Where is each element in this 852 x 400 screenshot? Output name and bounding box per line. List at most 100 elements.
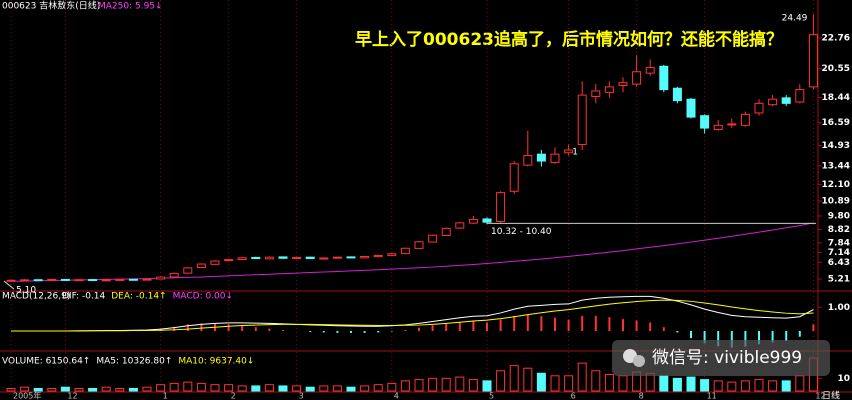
readout: MACD: 0.00↓ [173, 292, 233, 302]
volume-bar [686, 376, 696, 392]
candle-body [509, 163, 519, 192]
volume-bar [577, 362, 587, 392]
y-tick-label: 20.55 [822, 64, 850, 74]
volume-bar [210, 384, 220, 392]
volume-bar [142, 386, 152, 392]
candle-body [346, 256, 356, 259]
volume-bar [414, 379, 424, 392]
candle-body [60, 278, 70, 281]
volume-bar [47, 387, 57, 392]
x-tick-label: 4 [394, 392, 399, 400]
watermark: 微信号: vivible999 [652, 348, 802, 368]
volume-bar [496, 370, 506, 392]
x-tick-label: 3 [299, 392, 304, 400]
candle-body [632, 71, 642, 85]
volume-bar [740, 380, 750, 392]
candle-body [768, 98, 778, 106]
volume-bar [564, 375, 574, 392]
candle-body [292, 256, 302, 260]
candle-body [74, 279, 84, 282]
low-line [3, 280, 15, 290]
x-tick-label: 12 [67, 392, 77, 400]
x-tick-label: 8 [639, 392, 644, 400]
candle-body [727, 123, 737, 126]
y-tick-label: 10.89 [822, 196, 850, 206]
y-tick-label: 5.21 [828, 275, 850, 285]
low-label: 5.10 [16, 286, 36, 296]
candle-body [373, 255, 383, 258]
volume-bar [604, 374, 614, 392]
readout: DEA: -0.14↑ [111, 292, 166, 302]
volume-bar [237, 385, 247, 392]
candle-body [672, 87, 682, 102]
volume-bar [523, 367, 533, 392]
candle-body [754, 102, 764, 114]
candle-body [550, 153, 560, 163]
candle-body [645, 67, 655, 74]
candle-body [169, 272, 179, 278]
volume-bar [618, 375, 628, 392]
volume-bar [360, 385, 370, 392]
volume-bar [101, 386, 111, 392]
candle-body [795, 89, 805, 103]
volume-bar [196, 382, 206, 392]
volume-bar [550, 375, 560, 392]
volume-bar [727, 381, 737, 392]
volume-bar [591, 370, 601, 392]
candle-body [428, 234, 438, 243]
high-label: 24.49 [782, 14, 808, 24]
x-tick-label: 1 [163, 392, 168, 400]
candle-body [686, 98, 696, 118]
candle-body [360, 255, 370, 259]
y-tick-label: 16.59 [822, 118, 850, 128]
volume-bar [156, 384, 166, 392]
volume-bar [400, 380, 410, 392]
volume-bar [754, 379, 764, 392]
wechat-icon [633, 355, 645, 367]
x-tick-label: 11 [707, 392, 717, 400]
volume-bar [713, 380, 723, 392]
candle-body [618, 82, 628, 86]
y-tick-label: 7.84 [828, 238, 850, 248]
x-tick-label: 2 [231, 392, 236, 400]
annotation: 早上入了000623追高了，后市情况如何？还能不能搞？ [355, 29, 783, 50]
candle-body [101, 279, 111, 282]
volume-bar [183, 381, 193, 392]
volume-bar [88, 387, 98, 392]
candle-body [713, 124, 723, 130]
candle-body [700, 115, 710, 129]
candle-body [156, 276, 166, 280]
volume-bar [482, 380, 492, 392]
candle-body [468, 218, 478, 224]
readout: VOLUME: 6150.64↑ [2, 357, 90, 367]
macd-title: MACD(12,26,9) [2, 292, 70, 302]
candle-body [6, 279, 16, 282]
candle-body [128, 278, 138, 281]
candle-body [455, 222, 465, 229]
candle-body [210, 260, 220, 265]
candle-body [237, 257, 247, 261]
candle-body [196, 263, 206, 268]
candle-body [20, 279, 30, 282]
y-tick-label: 12.10 [822, 180, 850, 190]
volume-bar [373, 384, 383, 392]
period-label: 日线 [822, 390, 840, 400]
chart-title: 000623 吉林敖东(日线) [2, 0, 100, 12]
candle-body [604, 86, 614, 93]
marker-label: 1 [572, 148, 578, 158]
y-tick-label: 7.14 [828, 248, 850, 258]
candle-body [740, 113, 750, 126]
volume-bar [509, 365, 519, 392]
candle-body [305, 256, 315, 260]
y-tick-label: 22.76 [822, 33, 850, 43]
volume-bar [768, 380, 778, 392]
y-tick-label: 18.44 [822, 93, 850, 103]
line [10, 222, 814, 282]
candle-body [251, 256, 261, 260]
candle-body [264, 256, 274, 260]
volume-bar [292, 385, 302, 392]
volume-bar [115, 387, 125, 392]
